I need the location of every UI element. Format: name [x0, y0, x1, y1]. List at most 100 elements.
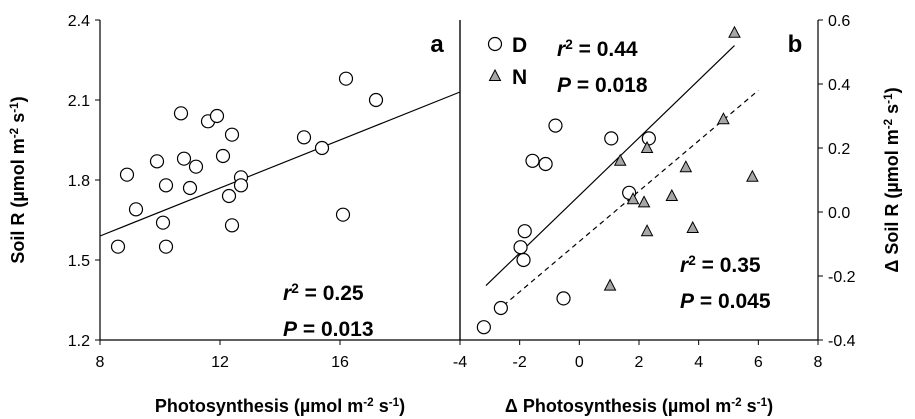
point [517, 224, 532, 239]
point [296, 130, 312, 145]
panel-label: b [788, 31, 803, 58]
point [128, 202, 144, 217]
x-tick-label: 16 [331, 354, 349, 371]
point [493, 300, 508, 316]
annotation-part: r [557, 38, 567, 61]
annotation: P = 0.018 [557, 74, 648, 97]
point [182, 180, 198, 196]
annotation-part: = 0.35 [696, 254, 761, 277]
x-axis-label: Photosynthesis (µmol m-2 s-1) [155, 396, 405, 417]
x-axis-label-part: Photosynthesis (µmol m [155, 396, 363, 416]
point [119, 167, 135, 182]
x-tick-label: 0 [575, 354, 584, 371]
annotation-part: = 0.045 [694, 290, 771, 313]
point [641, 131, 656, 146]
point [556, 291, 571, 306]
point [604, 131, 619, 146]
point [728, 25, 741, 38]
point [626, 192, 640, 205]
point [613, 153, 627, 166]
point [221, 188, 237, 204]
x-axis-label-part: ) [767, 396, 773, 416]
point [188, 159, 204, 174]
y-tick-label: -0.4 [828, 333, 856, 350]
y-tick-label: 0.2 [828, 141, 850, 158]
x-axis-label-part: -1 [389, 396, 400, 409]
annotation-part: = 0.25 [299, 282, 364, 305]
point [110, 239, 126, 254]
x-axis-label-part: s [742, 396, 757, 416]
point [525, 153, 540, 168]
x-tick-label: -4 [453, 354, 467, 371]
legend-label: D [512, 34, 527, 57]
point [338, 71, 354, 86]
x-tick-label: 2 [635, 354, 644, 371]
point [149, 154, 165, 169]
point [603, 278, 617, 291]
x-axis-label-part: -1 [757, 396, 768, 409]
point [746, 169, 759, 182]
point [665, 188, 679, 201]
annotation-part: P [283, 318, 298, 341]
annotation-part: r [283, 282, 293, 305]
annotation-part: = 0.013 [297, 318, 373, 341]
point [215, 148, 231, 164]
point [686, 220, 700, 233]
point [173, 106, 189, 121]
annotation: r2 = 0.25 [283, 281, 364, 306]
annotation: r2 = 0.35 [680, 253, 761, 278]
legend-marker [487, 36, 503, 52]
fit-line [99, 91, 461, 237]
y-tick-label: 1.8 [68, 173, 90, 190]
point [158, 239, 174, 254]
y-axis-label-part: -2 [882, 118, 895, 129]
y-axis-label-part: -2 [8, 127, 21, 138]
x-tick-label: 12 [211, 354, 229, 371]
point [538, 156, 553, 172]
point [176, 151, 192, 166]
point [516, 252, 531, 268]
fit-line [496, 89, 759, 312]
annotation-part: = 0.018 [571, 74, 648, 97]
annotation-part: 2 [291, 281, 299, 296]
y-tick-label: 2.4 [68, 13, 90, 30]
point [314, 140, 330, 156]
y-axis-label-part: -1 [8, 102, 21, 113]
point [513, 240, 528, 255]
x-axis-label-part: Δ Photosynthesis (µmol m [505, 396, 731, 416]
annotation-part: P [680, 290, 695, 313]
y-axis-label-part: ) [8, 96, 28, 102]
annotation-part: P [557, 74, 572, 97]
y-tick-label: 1.2 [68, 333, 90, 350]
annotation: P = 0.045 [680, 290, 771, 313]
y-tick-label: 0.4 [828, 77, 850, 94]
x-axis-label-part: ) [399, 396, 405, 416]
y-tick-label: 1.5 [68, 253, 90, 270]
annotation-part: = 0.44 [573, 38, 638, 61]
y-tick-label: 0.6 [828, 13, 850, 30]
x-axis-label-part: -2 [731, 396, 742, 409]
annotation-part: r [680, 254, 690, 277]
point [679, 160, 693, 173]
point [155, 215, 171, 230]
point [637, 195, 651, 208]
point [224, 218, 240, 233]
x-tick-label: 8 [96, 354, 105, 371]
x-axis-label-part: s [374, 396, 389, 416]
y-tick-label: -0.2 [828, 269, 856, 286]
annotation-part: 2 [565, 37, 573, 52]
annotation: P = 0.013 [283, 318, 374, 341]
y-tick-label: 0.0 [828, 205, 850, 222]
x-axis-label: Δ Photosynthesis (µmol m-2 s-1) [505, 396, 773, 417]
annotation: r2 = 0.44 [557, 37, 638, 62]
legend-label: N [512, 66, 527, 89]
point [717, 112, 730, 125]
point [158, 178, 174, 193]
y-axis-label-part: Δ Soil R (µmol m [882, 129, 902, 272]
y-axis-label: Soil R (µmol m-2 s-1) [8, 96, 29, 263]
point [476, 320, 491, 335]
x-tick-label: 6 [754, 354, 763, 371]
point [548, 118, 563, 133]
point [640, 140, 654, 153]
